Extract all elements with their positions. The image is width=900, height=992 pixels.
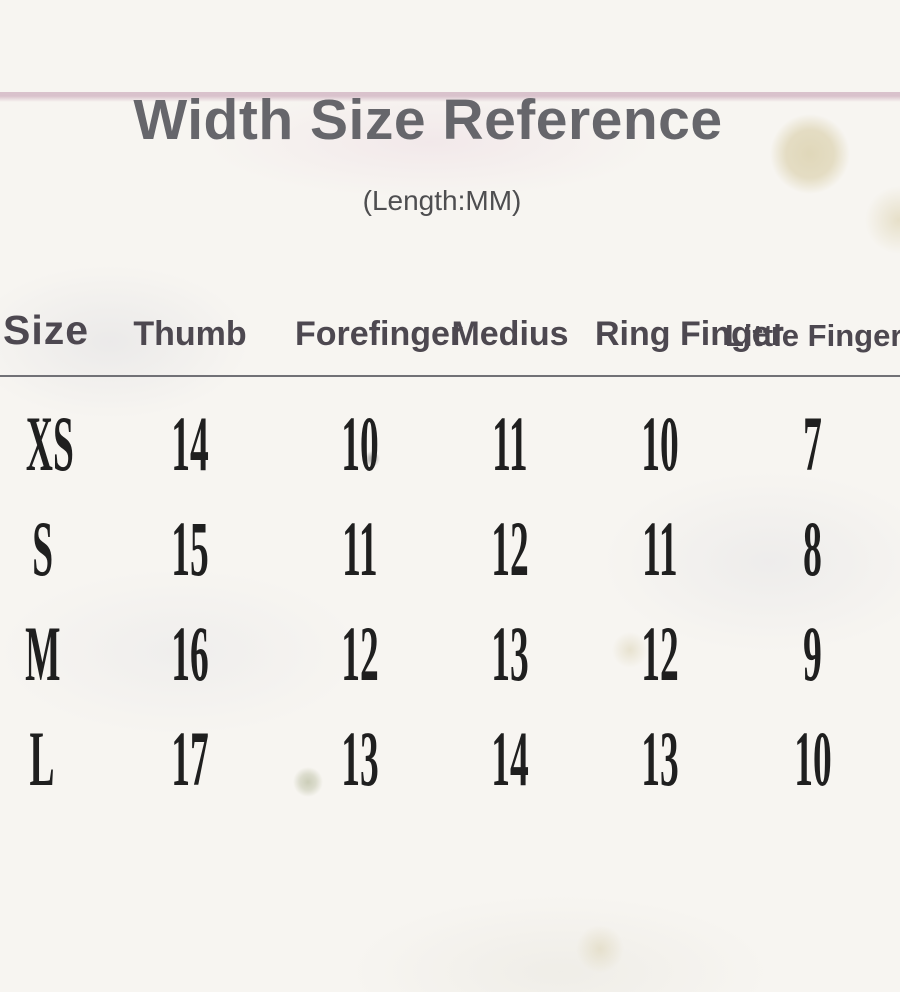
column-header-medius: Medius: [451, 315, 569, 353]
table-header-row: Size Thumb Forefinger Medius Ring Finger…: [0, 278, 900, 375]
value-forefinger: 10: [341, 399, 379, 487]
size-table: Size Thumb Forefinger Medius Ring Finger…: [0, 278, 900, 811]
column-header-little-finger: Little Finger: [725, 318, 900, 353]
table-cell: 7: [725, 399, 900, 487]
value-thumb: 16: [171, 609, 209, 697]
table-cell: 10: [295, 399, 425, 487]
table-cell: 12: [595, 609, 725, 697]
table-row-xs: XS 14 10 11 10 7: [0, 391, 900, 496]
value-ring-finger: 11: [642, 504, 678, 592]
value-little-finger: 8: [803, 504, 822, 592]
size-label: L: [30, 714, 55, 802]
table-cell: 10: [595, 399, 725, 487]
table-divider: [0, 375, 900, 377]
table-cell: 12: [295, 609, 425, 697]
value-thumb: 17: [171, 714, 209, 802]
value-medius: 13: [491, 609, 529, 697]
value-ring-finger: 10: [641, 399, 679, 487]
size-label: M: [24, 609, 61, 697]
table-cell: 11: [425, 399, 595, 487]
value-little-finger: 9: [803, 609, 822, 697]
column-header-ring-finger: Ring Finger: [595, 315, 784, 353]
value-thumb: 14: [171, 399, 209, 487]
column-header-forefinger: Forefinger: [295, 315, 464, 353]
row-label: S: [0, 504, 85, 592]
table-cell: 14: [85, 399, 295, 487]
table-cell: 13: [595, 714, 725, 802]
table-cell: 8: [725, 504, 900, 592]
row-label: L: [0, 714, 85, 802]
table-cell: 12: [425, 504, 595, 592]
page-title: Width Size Reference: [133, 88, 723, 152]
table-cell: 13: [425, 609, 595, 697]
table-cell: 9: [725, 609, 900, 697]
table-body: XS 14 10 11 10 7 S 15 11 12 11 8 M 16 12…: [0, 377, 900, 811]
value-forefinger: 12: [341, 609, 379, 697]
value-medius: 11: [492, 399, 528, 487]
table-cell: 11: [595, 504, 725, 592]
row-label: M: [0, 609, 85, 697]
table-cell: 17: [85, 714, 295, 802]
value-forefinger: 13: [341, 714, 379, 802]
value-thumb: 15: [171, 504, 209, 592]
size-label: XS: [25, 399, 74, 487]
table-cell: 10: [725, 714, 900, 802]
value-little-finger: 7: [803, 399, 822, 487]
value-ring-finger: 13: [641, 714, 679, 802]
paper-texture-background: [0, 92, 900, 992]
value-little-finger: 10: [793, 714, 832, 802]
table-cell: 11: [295, 504, 425, 592]
column-header-thumb: Thumb: [133, 315, 247, 353]
table-cell: 14: [425, 714, 595, 802]
size-label: S: [32, 504, 53, 592]
row-label: XS: [0, 399, 85, 487]
value-medius: 14: [491, 714, 529, 802]
table-row-s: S 15 11 12 11 8: [0, 496, 900, 601]
table-cell: 16: [85, 609, 295, 697]
value-medius: 12: [491, 504, 529, 592]
page-subtitle: (Length:MM): [362, 185, 522, 216]
value-ring-finger: 12: [641, 609, 679, 697]
table-row-m: M 16 12 13 12 9: [0, 601, 900, 706]
value-forefinger: 11: [342, 504, 378, 592]
size-reference-page: Width Size Reference (Length:MM) Size Th…: [0, 92, 900, 811]
table-cell: 13: [295, 714, 425, 802]
table-row-l: L 17 13 14 13 10: [0, 706, 900, 811]
column-header-size: Size: [3, 307, 90, 353]
table-cell: 15: [85, 504, 295, 592]
